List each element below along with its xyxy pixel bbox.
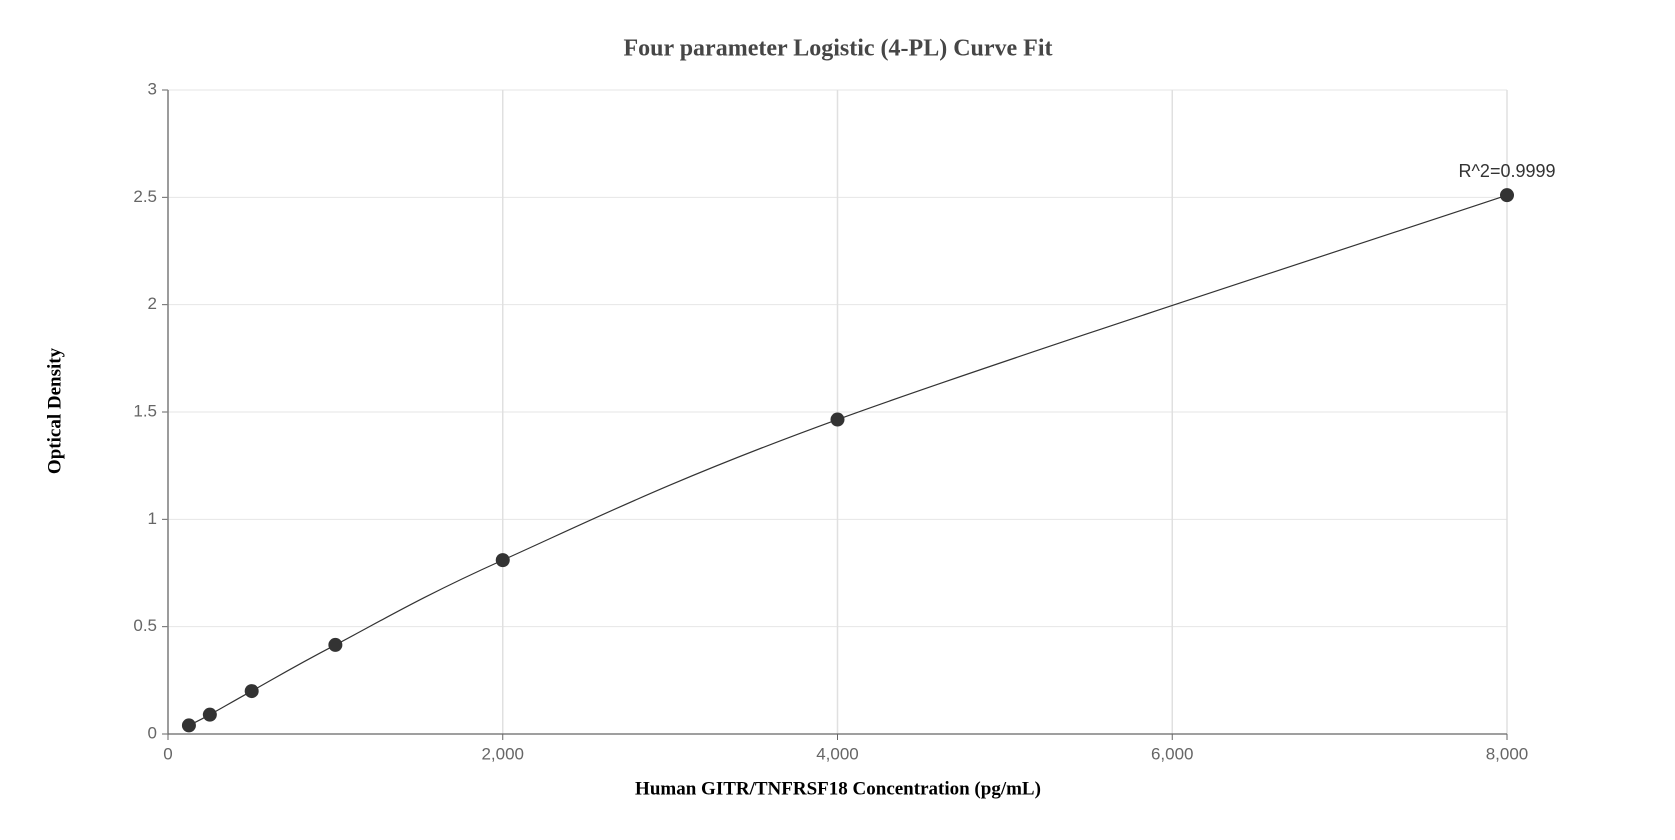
x-tick-label: 8,000 [1486, 744, 1529, 763]
y-tick-label: 2 [148, 294, 157, 313]
y-tick-label: 1.5 [133, 401, 157, 420]
data-point [244, 684, 259, 699]
y-tick-label: 0.5 [133, 616, 157, 635]
data-point [181, 718, 196, 733]
fit-curve [188, 194, 1508, 726]
chart-title: Four parameter Logistic (4-PL) Curve Fit [623, 36, 1052, 62]
y-tick-label: 1 [148, 509, 157, 528]
data-point [328, 637, 343, 652]
y-tick-label: 2.5 [133, 187, 157, 206]
y-tick-label: 3 [148, 79, 157, 98]
x-tick-label: 6,000 [1151, 744, 1194, 763]
data-point [495, 553, 510, 568]
data-point [1500, 188, 1514, 203]
x-tick-label: 0 [163, 744, 172, 763]
x-tick-label: 2,000 [481, 744, 524, 763]
y-tick-label: 0 [148, 723, 157, 742]
annotation: R^2=0.9999 [1458, 161, 1555, 181]
y-axis-title: Optical Density [44, 347, 65, 474]
x-tick-label: 4,000 [816, 744, 859, 763]
x-axis-title: Human GITR/TNFRSF18 Concentration (pg/mL… [635, 778, 1041, 799]
data-point [202, 707, 217, 722]
data-point [830, 412, 845, 427]
